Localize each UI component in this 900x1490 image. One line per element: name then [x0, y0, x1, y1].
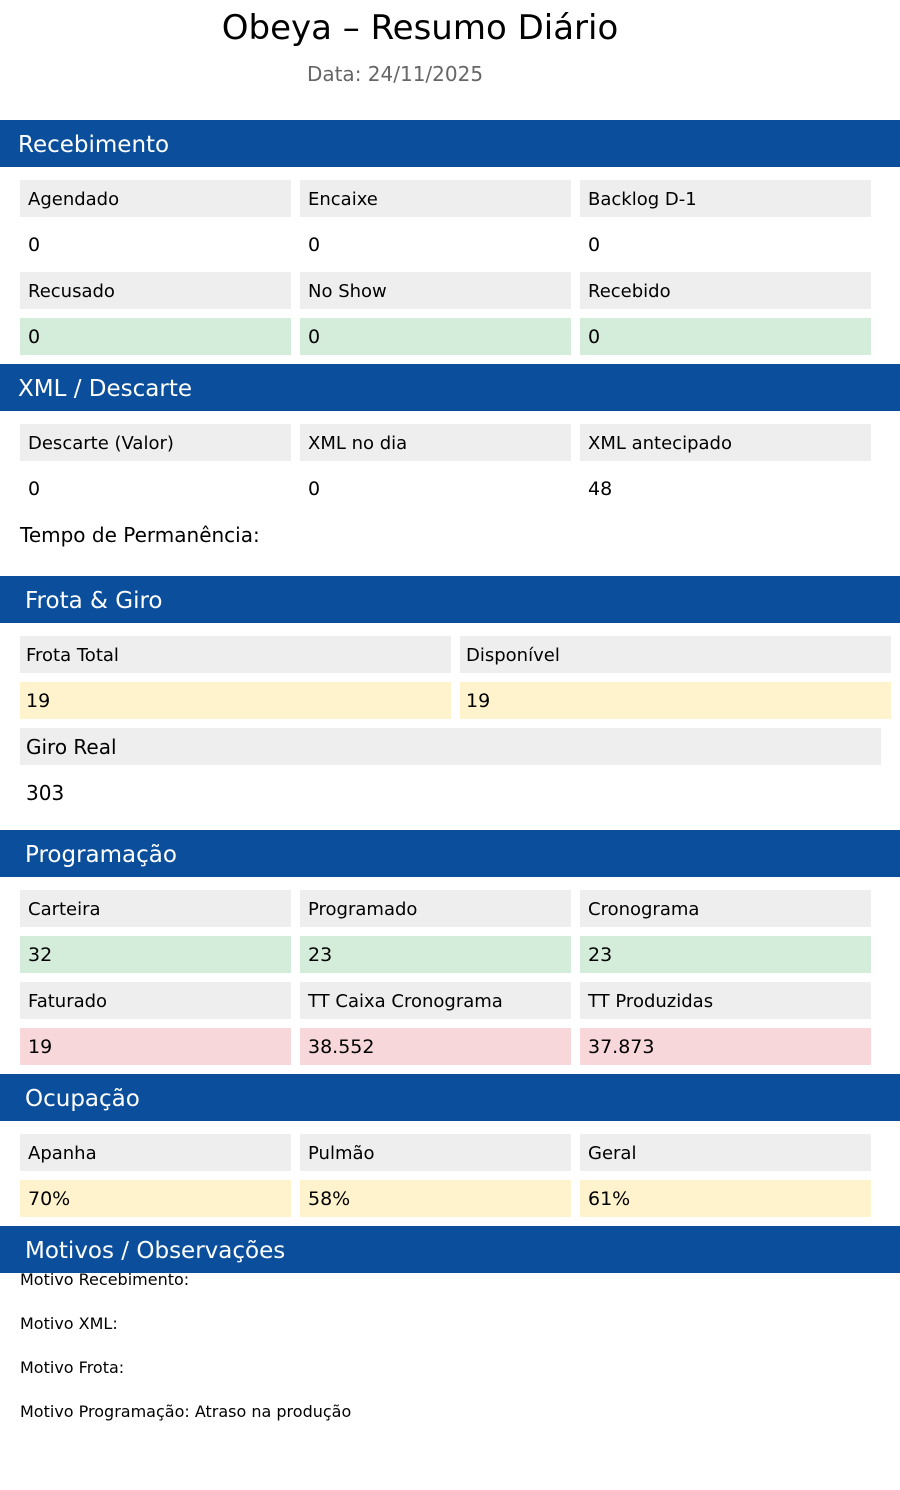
section-header-ocupacao: Ocupação — [0, 1074, 900, 1121]
motivo-frota: Motivo Frota: — [20, 1358, 125, 1377]
value-giro-real: 303 — [26, 781, 65, 805]
value-carteira: 32 — [20, 936, 291, 973]
label-geral: Geral — [580, 1134, 871, 1171]
label-encaixe: Encaixe — [300, 180, 571, 217]
label-descarte: Descarte (Valor) — [20, 424, 291, 461]
label-disponivel: Disponível — [460, 636, 891, 673]
section-header-motivos: Motivos / Observações — [0, 1226, 900, 1273]
value-encaixe: 0 — [308, 234, 321, 256]
label-no-show: No Show — [300, 272, 571, 309]
section-header-recebimento: Recebimento — [0, 120, 900, 167]
section-header-frota: Frota & Giro — [0, 576, 900, 623]
value-agendado: 0 — [28, 234, 41, 256]
label-backlog: Backlog D-1 — [580, 180, 871, 217]
value-apanha: 70% — [20, 1180, 291, 1217]
value-recebido: 0 — [580, 318, 871, 355]
section-header-xml: XML / Descarte — [0, 364, 900, 411]
value-xml-no-dia: 0 — [308, 478, 321, 500]
label-apanha: Apanha — [20, 1134, 291, 1171]
value-backlog: 0 — [588, 234, 601, 256]
label-carteira: Carteira — [20, 890, 291, 927]
section-header-programacao: Programação — [0, 830, 900, 877]
value-tt-caixa-cronograma: 38.552 — [300, 1028, 571, 1065]
value-cronograma: 23 — [580, 936, 871, 973]
motivo-programacao: Motivo Programação: Atraso na produção — [20, 1402, 352, 1421]
label-frota-total: Frota Total — [20, 636, 451, 673]
label-recebido: Recebido — [580, 272, 871, 309]
value-pulmao: 58% — [300, 1180, 571, 1217]
value-tt-produzidas: 37.873 — [580, 1028, 871, 1065]
value-disponivel: 19 — [460, 682, 891, 719]
value-recusado: 0 — [20, 318, 291, 355]
value-programado: 23 — [300, 936, 571, 973]
value-faturado: 19 — [20, 1028, 291, 1065]
label-xml-antecipado: XML antecipado — [580, 424, 871, 461]
label-xml-no-dia: XML no dia — [300, 424, 571, 461]
value-descarte: 0 — [28, 478, 41, 500]
label-recusado: Recusado — [20, 272, 291, 309]
tempo-permanencia-label: Tempo de Permanência: — [20, 523, 260, 547]
value-frota-total: 19 — [20, 682, 451, 719]
label-tt-produzidas: TT Produzidas — [580, 982, 871, 1019]
label-cronograma: Cronograma — [580, 890, 871, 927]
label-programado: Programado — [300, 890, 571, 927]
page-title: Obeya – Resumo Diário — [221, 8, 619, 48]
value-xml-antecipado: 48 — [588, 478, 613, 500]
label-giro-real: Giro Real — [20, 728, 881, 765]
value-no-show: 0 — [300, 318, 571, 355]
motivo-recebimento: Motivo Recebimento: — [20, 1270, 190, 1289]
label-pulmao: Pulmão — [300, 1134, 571, 1171]
label-tt-caixa-cronograma: TT Caixa Cronograma — [300, 982, 571, 1019]
label-faturado: Faturado — [20, 982, 291, 1019]
label-agendado: Agendado — [20, 180, 291, 217]
motivo-xml: Motivo XML: — [20, 1314, 118, 1333]
report-date: Data: 24/11/2025 — [306, 62, 484, 86]
value-geral: 61% — [580, 1180, 871, 1217]
